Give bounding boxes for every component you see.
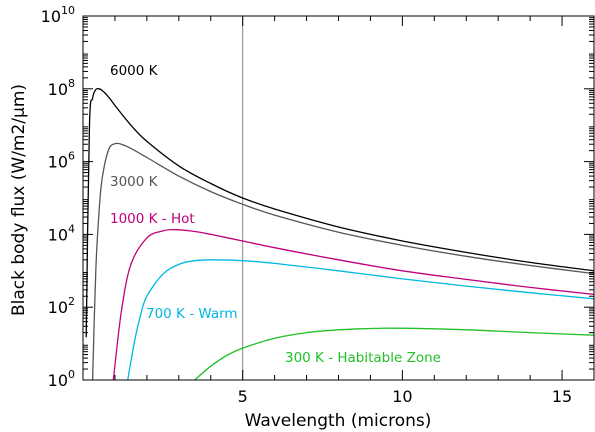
series-line-300-k-habitable-zone [194, 327, 594, 380]
axis-ticks [83, 15, 594, 381]
plot-frame [82, 15, 595, 381]
series-label-700k-warm: 700 K - Warm [146, 306, 238, 322]
series-label-6000k: 6000 K [110, 63, 159, 79]
y-tick-label: 104 [48, 222, 75, 244]
tick-labels: 5 10 15 100 102 104 106 108 1010 [41, 4, 573, 406]
series-label-300k-habitable: 300 K - Habitable Zone [285, 350, 441, 366]
y-tick-label: 1010 [41, 4, 75, 26]
series-line-1000-k-hot [112, 228, 594, 380]
y-axis-label: Black body flux (W/m2/µm) [9, 84, 29, 316]
y-tick-label: 102 [48, 295, 75, 317]
series-curves [85, 87, 594, 380]
x-tick-label: 15 [552, 387, 572, 406]
x-tick-label: 5 [238, 387, 248, 406]
x-tick-label: 10 [392, 387, 412, 406]
series-line-700-k-warm [127, 259, 594, 380]
series-line-3000-k [91, 142, 594, 380]
y-tick-label: 106 [48, 150, 75, 172]
series-line-6000-k [85, 87, 594, 338]
series-label-1000k-hot: 1000 K - Hot [110, 211, 195, 227]
y-tick-label: 108 [48, 77, 75, 99]
x-axis-label: Wavelength (microns) [245, 411, 432, 431]
y-tick-label: 100 [48, 368, 75, 390]
series-label-3000k: 3000 K [110, 174, 159, 190]
